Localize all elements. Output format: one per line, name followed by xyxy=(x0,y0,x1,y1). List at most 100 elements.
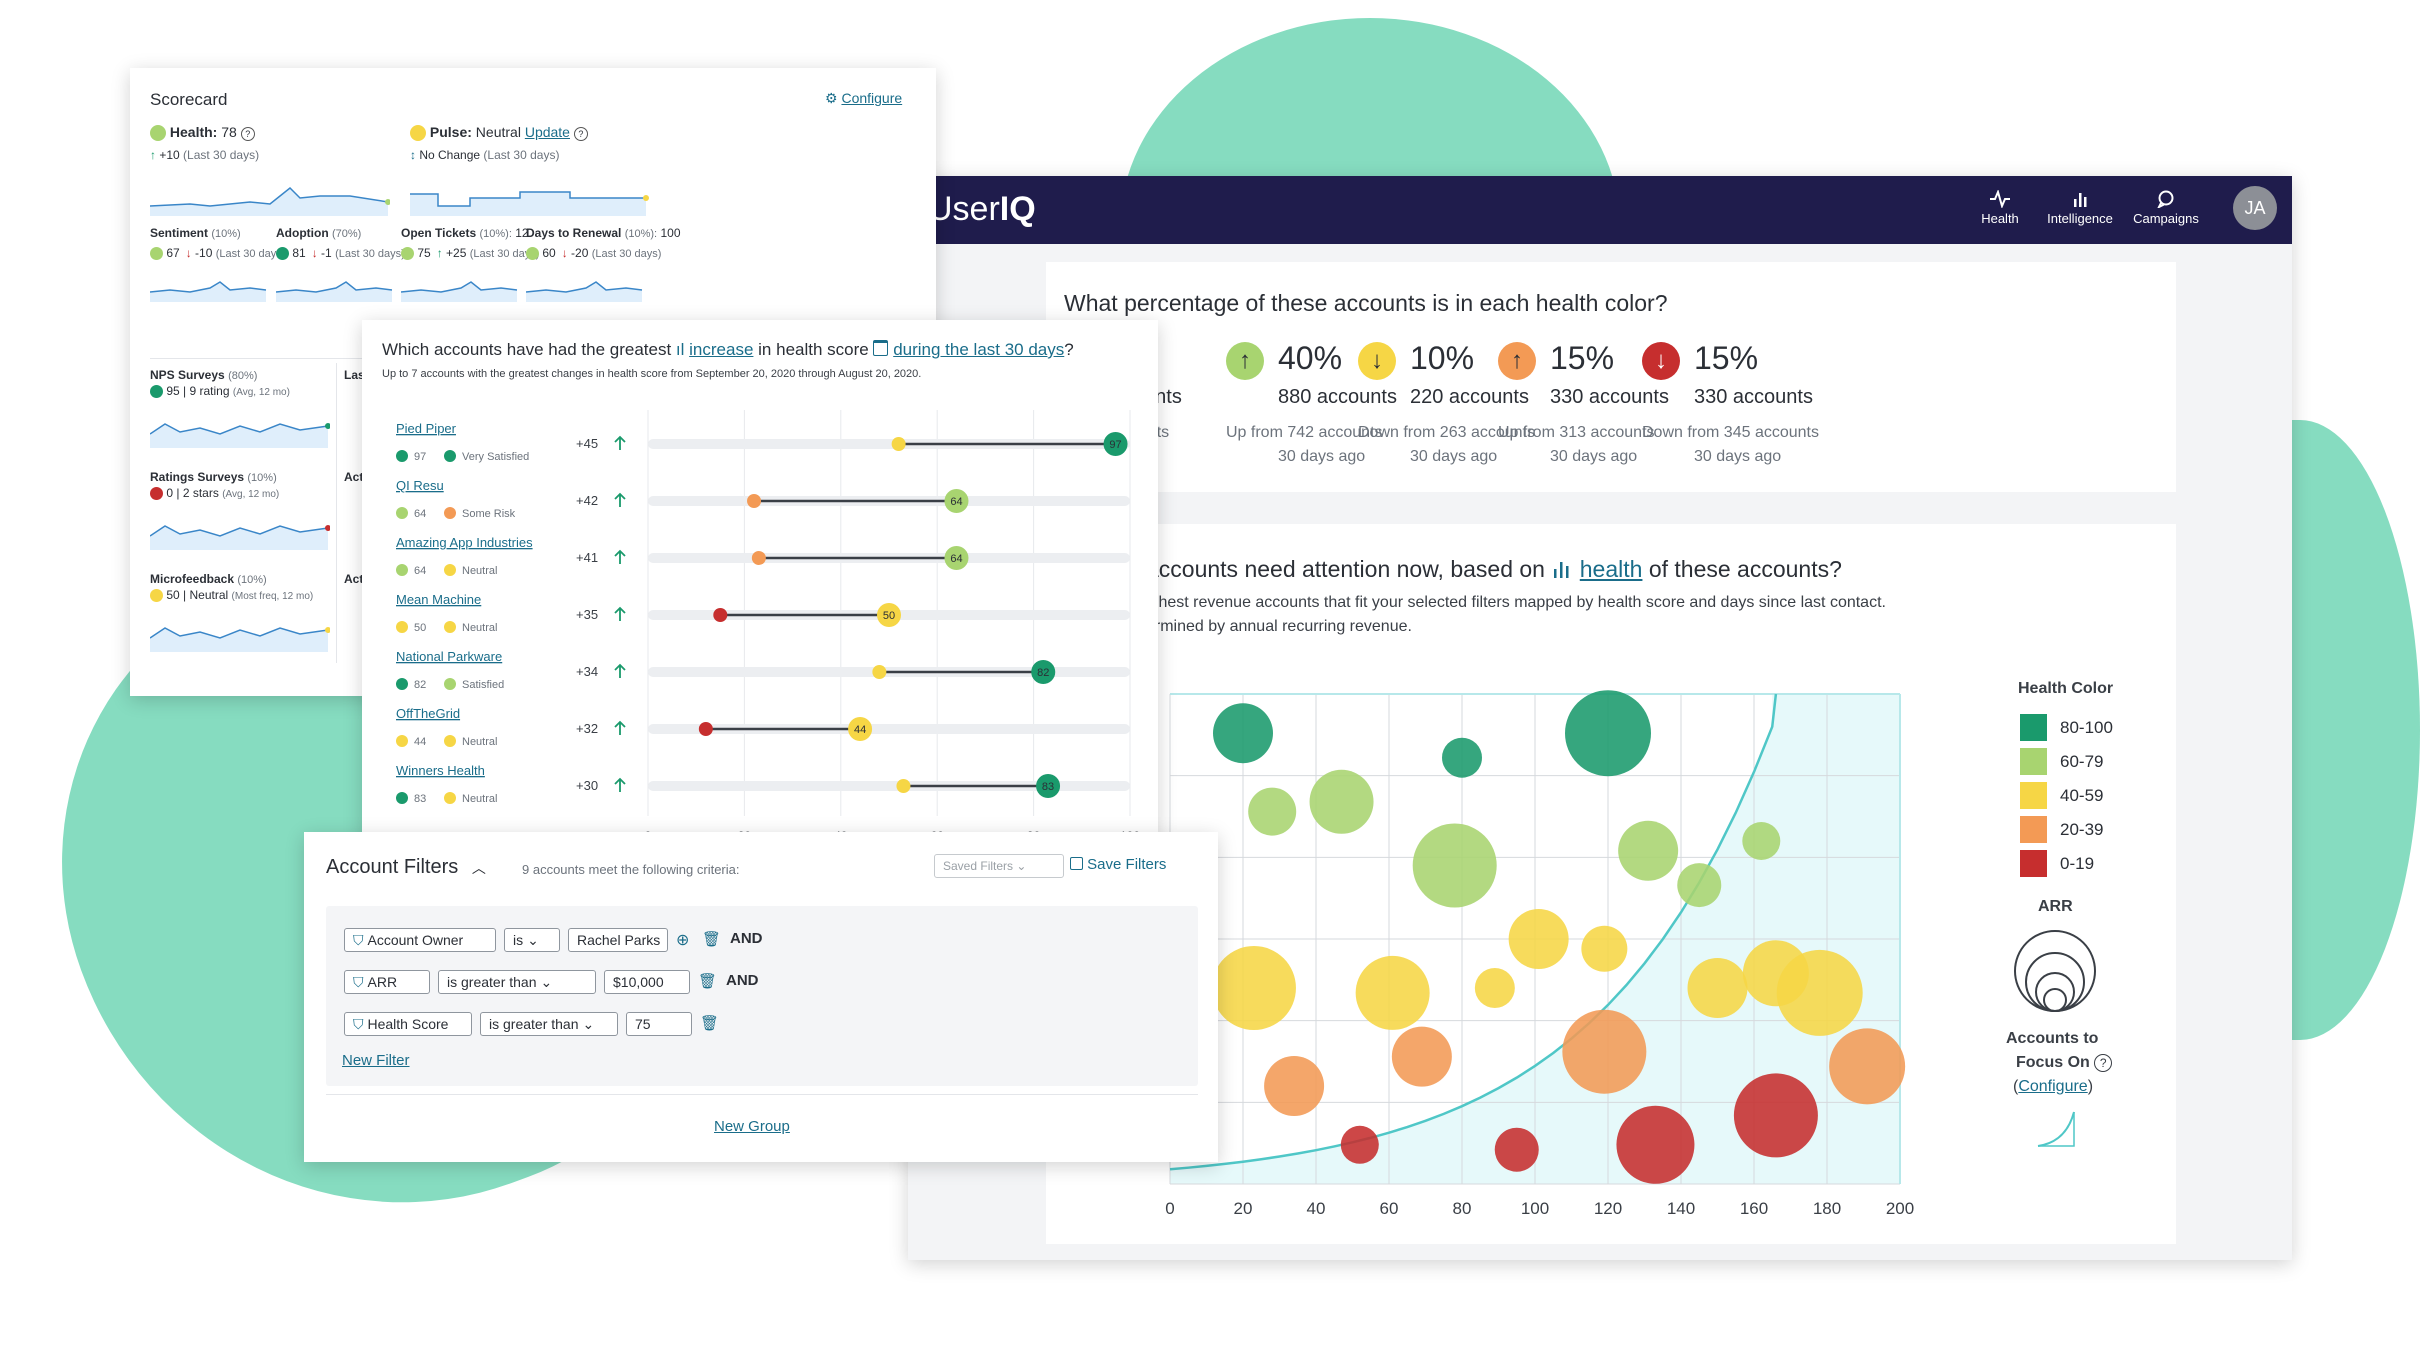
pulse-value: Satisfied xyxy=(462,679,504,691)
account-name-link[interactable]: Winners Health xyxy=(396,763,485,778)
pulse-update-link[interactable]: Update xyxy=(524,124,570,140)
new-filter-link[interactable]: New Filter xyxy=(342,1052,410,1069)
filter-field[interactable]: ⛉ Health Score xyxy=(344,1012,472,1036)
account-name-link[interactable]: Mean Machine xyxy=(396,592,481,607)
survey-header: NPS Surveys (80%) xyxy=(150,368,258,382)
filter-value-input[interactable]: $10,000 xyxy=(604,970,690,994)
pulse-dot xyxy=(444,792,456,804)
health-link[interactable]: health xyxy=(1579,556,1643,582)
account-bubble[interactable] xyxy=(1677,863,1722,908)
account-name-link[interactable]: Pied Piper xyxy=(396,421,457,436)
help-icon[interactable]: ? xyxy=(240,127,255,141)
increase-link[interactable]: increase xyxy=(689,340,754,359)
avatar[interactable]: JA xyxy=(2233,186,2277,230)
app-logo[interactable]: UserIQ xyxy=(928,190,1036,228)
metric-header: Sentiment (10%) xyxy=(150,226,241,240)
period-link[interactable]: during the last 30 days xyxy=(893,340,1065,359)
account-bubble[interactable] xyxy=(1742,822,1781,860)
x-tick-label: 0 xyxy=(1165,1199,1174,1218)
scorecard-title: Scorecard xyxy=(150,90,228,109)
stat-accounts: 880 accounts xyxy=(1278,386,1397,408)
filter-operator-select[interactable]: is ⌄ xyxy=(504,928,560,952)
delta-value: +30 xyxy=(576,778,598,793)
account-bubble[interactable] xyxy=(1309,769,1374,834)
account-bubble[interactable] xyxy=(1213,703,1273,764)
trash-icon[interactable]: 🗑 xyxy=(702,931,722,948)
account-bubble[interactable] xyxy=(1581,925,1628,972)
account-bubble[interactable] xyxy=(1211,946,1296,1030)
account-bubble[interactable] xyxy=(1733,1073,1818,1158)
trash-icon[interactable]: 🗑 xyxy=(700,1015,720,1032)
trash-icon[interactable]: 🗑 xyxy=(698,973,718,990)
nav-health-label: Health xyxy=(1981,211,2019,226)
focus-configure: (Configure) xyxy=(2013,1078,2094,1095)
account-bubble[interactable] xyxy=(1562,1009,1647,1094)
current-score-marker xyxy=(1031,660,1056,684)
account-bubble[interactable] xyxy=(1508,909,1569,969)
arr-label: ARR xyxy=(2038,898,2073,915)
x-tick-label: 20 xyxy=(1234,1199,1253,1218)
filter-field[interactable]: ⛉ Account Owner xyxy=(344,928,496,952)
account-bubble[interactable] xyxy=(1264,1056,1325,1116)
health-color-panel: What percentage of these accounts is in … xyxy=(1046,262,2176,492)
filter-value-input[interactable]: Rachel Parks xyxy=(568,928,668,952)
account-bubble[interactable] xyxy=(1776,949,1863,1036)
focus-on-line1: Accounts to xyxy=(2006,1030,2099,1047)
account-bubble[interactable] xyxy=(1442,737,1482,778)
account-bubble[interactable] xyxy=(1248,787,1297,836)
delta-value: +32 xyxy=(576,721,598,736)
nav-campaigns[interactable]: Campaigns xyxy=(2126,190,2206,226)
account-bubble[interactable] xyxy=(1340,1125,1379,1164)
filter-operator-select[interactable]: is greater than ⌄ xyxy=(480,1012,618,1036)
new-group-link[interactable]: New Group xyxy=(714,1118,790,1135)
help-icon[interactable]: ? xyxy=(573,127,588,141)
top-nav-bar: UserIQ Health Intelligence Campaigns JA xyxy=(908,176,2292,244)
nav-health[interactable]: Health xyxy=(1960,189,2040,226)
save-filters-button[interactable]: Save Filters xyxy=(1070,856,1166,873)
previous-score-marker xyxy=(896,779,911,793)
legend-swatch xyxy=(2020,816,2047,843)
x-tick-label: 60 xyxy=(1380,1199,1399,1218)
account-name-link[interactable]: QI Resu xyxy=(396,478,444,493)
metric-header: Open Tickets (10%): 12 xyxy=(401,226,529,240)
arr-size-legend-icon xyxy=(2014,930,2096,1012)
account-bubble[interactable] xyxy=(1565,690,1651,777)
pulse-dot xyxy=(410,125,426,142)
account-bubble[interactable] xyxy=(1494,1127,1539,1172)
chevron-up-icon[interactable]: ︿ xyxy=(471,860,486,876)
add-circle-icon[interactable]: ⊕ xyxy=(676,932,690,949)
mover-row: Amazing App Industries 64 Neutral +41 64 xyxy=(396,535,1130,577)
configure-focus-link[interactable]: Configure xyxy=(2018,1078,2088,1095)
account-bubble[interactable] xyxy=(1391,1026,1452,1087)
account-bubble[interactable] xyxy=(1474,968,1515,1008)
bar-chart-icon xyxy=(1554,562,1569,578)
stat-comparison: Up from 313 accounts xyxy=(1498,424,1655,441)
account-bubble[interactable] xyxy=(1355,955,1430,1030)
movers-title: Which accounts have had the greatest ıl … xyxy=(382,340,1074,359)
survey-dot xyxy=(150,589,163,603)
account-bubble[interactable] xyxy=(1618,820,1679,881)
account-name-link[interactable]: OffTheGrid xyxy=(396,706,460,721)
account-bubble[interactable] xyxy=(1616,1105,1695,1184)
score-value: 64 xyxy=(414,565,426,577)
configure-button[interactable]: ⚙ Configure xyxy=(825,90,903,106)
help-icon[interactable]: ? xyxy=(2094,1054,2113,1072)
filter-value-input[interactable]: 75 xyxy=(626,1012,692,1036)
account-name-link[interactable]: National Parkware xyxy=(396,649,502,664)
nav-intelligence[interactable]: Intelligence xyxy=(2040,190,2120,226)
saved-filters-select[interactable]: Saved Filters ⌄ xyxy=(934,854,1064,878)
pulse-value: Neutral xyxy=(462,736,497,748)
account-name-link[interactable]: Amazing App Industries xyxy=(396,535,533,550)
filter-field[interactable]: ⛉ ARR xyxy=(344,970,430,994)
account-bubble[interactable] xyxy=(1829,1028,1906,1105)
stat-comparison: Down from 263 accounts xyxy=(1358,424,1535,441)
score-dot xyxy=(396,450,408,462)
account-bubble[interactable] xyxy=(1412,823,1497,908)
metric-dot xyxy=(526,247,539,261)
stat-comparison: Up from 742 accounts xyxy=(1226,424,1383,441)
score-value: 82 xyxy=(414,679,426,691)
filter-operator-select[interactable]: is greater than ⌄ xyxy=(438,970,596,994)
arrow-up-icon xyxy=(614,606,626,621)
account-bubble[interactable] xyxy=(1687,958,1748,1018)
stat-accounts: 330 accounts xyxy=(1550,386,1669,408)
